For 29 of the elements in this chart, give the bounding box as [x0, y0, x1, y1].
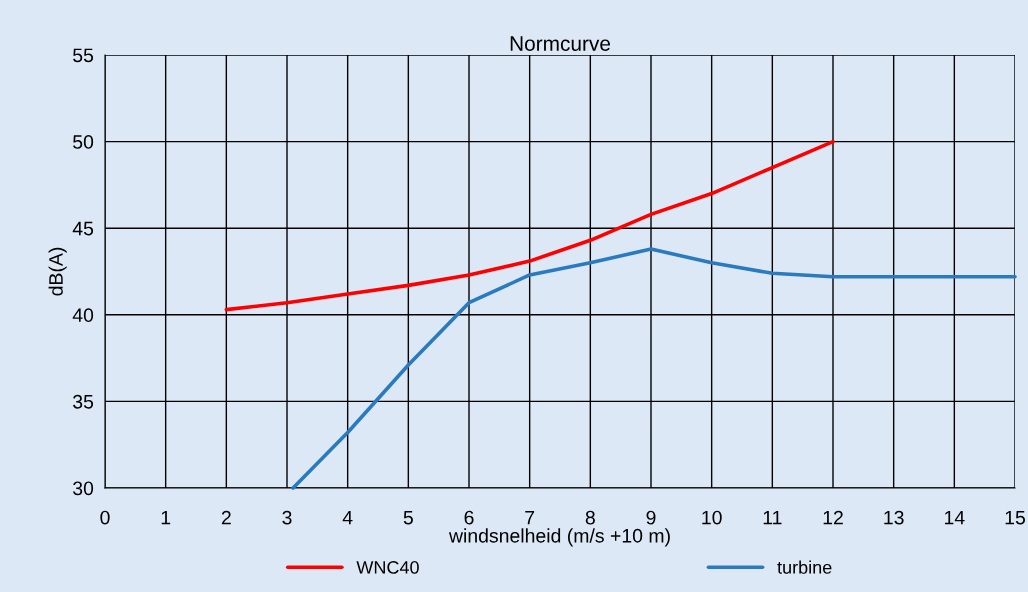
y-tick-label: 40: [72, 308, 94, 323]
x-tick-label: 7: [525, 510, 535, 525]
x-tick-label: 5: [403, 510, 413, 525]
x-tick-label: 8: [585, 510, 595, 525]
x-tick-label: 13: [884, 510, 904, 525]
chart-title: Normcurve: [510, 36, 611, 51]
legend-label: WNC40: [356, 561, 419, 574]
y-axis-title: dB(A): [48, 247, 67, 296]
x-tick-label: 6: [464, 510, 474, 525]
x-tick-label: 10: [702, 510, 722, 525]
x-tick-label: 14: [945, 510, 965, 525]
line-series: [224, 139, 835, 312]
y-tick-label: 30: [73, 481, 94, 496]
y-tick-label: 55: [73, 48, 94, 63]
x-tick-label: 3: [282, 510, 292, 525]
x-tick-label: 4: [342, 510, 353, 525]
line-series: [291, 247, 1017, 490]
x-axis-title: windsnelheid (m/s +10 m): [448, 528, 670, 547]
x-tick-label: 2: [221, 510, 231, 525]
x-tick-label: 1: [161, 510, 171, 525]
x-tick-label: 15: [1005, 510, 1025, 525]
y-tick-label: 50: [73, 135, 94, 149]
y-tick-label: 45: [72, 221, 94, 236]
x-tick-label: 0: [100, 510, 110, 525]
legend-label: turbine: [777, 560, 832, 574]
x-tick-label: 9: [646, 510, 656, 525]
x-tick-label: 12: [823, 510, 843, 525]
y-tick-label: 35: [73, 394, 94, 409]
x-tick-label: 11: [763, 510, 782, 525]
